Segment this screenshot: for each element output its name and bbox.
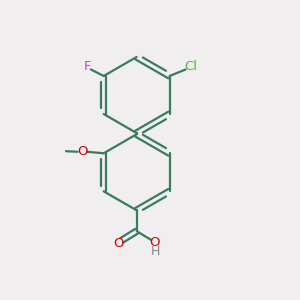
Text: F: F [84, 60, 91, 73]
Text: O: O [149, 236, 160, 249]
Text: H: H [150, 245, 160, 258]
Text: Cl: Cl [184, 60, 197, 73]
Text: O: O [77, 145, 88, 158]
Text: O: O [113, 237, 123, 250]
